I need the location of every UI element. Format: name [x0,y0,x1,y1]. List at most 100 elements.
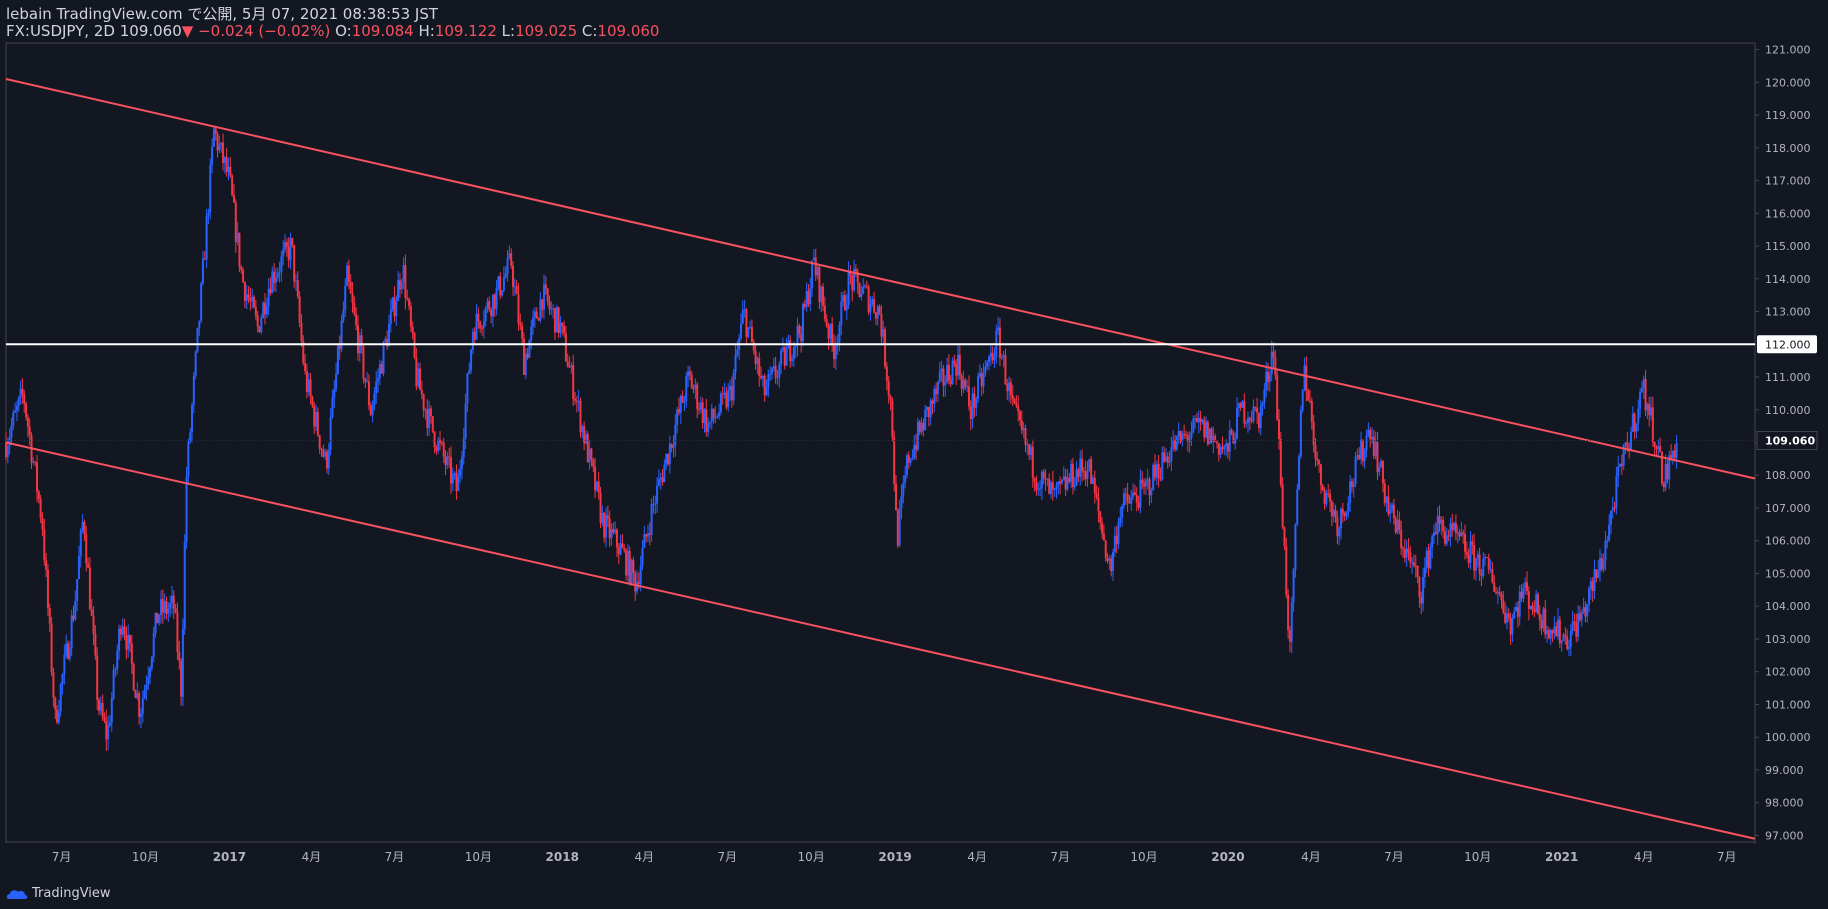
candle-body [1148,479,1151,496]
candle-body [54,697,57,710]
candle-body [491,294,494,317]
candle-body [1060,479,1063,484]
candle-body [1555,626,1558,637]
candle-body [1374,441,1377,457]
candle-body [101,702,104,718]
candle-body [116,651,119,669]
candle-body [969,406,972,420]
candle-body [1673,450,1676,458]
candle-body [623,548,626,551]
symbol-label: FX:USDJPY, 2D [6,22,115,40]
candle-body [1549,629,1552,639]
candle-body [389,309,392,324]
candle-body [1135,494,1138,503]
candle-body [440,442,443,444]
candle-body [417,368,420,387]
candle-body [885,366,888,381]
candle-body [242,270,245,283]
candle-body [734,355,737,373]
candle-body [1017,405,1020,412]
candle-body [1155,463,1158,478]
candle-body [486,301,489,308]
candle-body [1586,604,1589,617]
candle-body [827,325,830,339]
candle-body [617,547,620,555]
candle-body [522,338,525,375]
candle-body [1442,519,1445,532]
candle-body [1571,621,1574,632]
candle-body [1438,516,1441,524]
candle-body [816,267,819,276]
candle-body [1296,489,1299,525]
candle-body [1004,355,1007,385]
candle-body [1646,403,1649,411]
candle-body [641,547,644,567]
candle-body [515,286,518,295]
candle-body [154,612,157,634]
candle-body [1629,431,1632,451]
candle-body [160,599,163,615]
candle-body [1090,459,1093,484]
candle-body [845,305,848,311]
candle-body [382,342,385,374]
candle-body [530,326,533,341]
candle-body [1343,513,1346,517]
candle-body [1228,430,1231,452]
candle-body [583,426,586,444]
candle-body [521,325,524,339]
candle-body [386,338,389,347]
candle-body [1126,494,1129,502]
candle-body [347,265,350,282]
candle-body [212,128,215,147]
candle-body [834,345,837,360]
price-tick-label: 99.000 [1765,764,1804,777]
candle-body [1332,509,1335,517]
tradingview-brand[interactable]: TradingView [6,886,111,901]
candle-body [692,388,695,390]
candle-body [628,550,631,584]
candle-body [668,443,671,465]
candle-body [1482,558,1485,576]
candle-body [887,380,890,396]
candle-body [842,295,845,302]
candle-body [512,265,515,287]
candle-body [19,388,22,398]
candle-body [1635,423,1638,432]
candle-body [119,628,122,635]
candle-body [510,253,513,266]
candle-body [460,457,463,469]
candle-body [1050,482,1053,495]
time-tick-label: 10月 [1464,850,1491,864]
candle-body [936,381,939,395]
candle-body [457,476,460,492]
candle-body [973,393,976,408]
time-tick-label: 7月 [1050,850,1070,864]
candle-body [1104,540,1107,559]
candle-body [949,380,952,385]
candle-body [181,628,184,697]
candle-body [411,326,414,334]
candle-body [599,492,602,524]
candle-body [630,559,633,584]
candle-body [1288,630,1291,642]
candle-body [1318,460,1321,465]
candle-body [1234,439,1237,444]
candle-body [1015,403,1018,406]
candle-body [1174,439,1177,450]
candle-body [982,372,985,387]
candle-body [553,308,556,333]
candle-body [229,166,232,176]
candle-body [1381,460,1384,484]
candle-body [756,358,759,364]
candle-body [876,306,879,319]
candle-body [1606,540,1609,542]
candle-body [1367,429,1370,436]
candle-body [247,294,250,299]
candle-body [1119,517,1122,523]
candle-body [397,280,400,302]
candle-body [223,157,226,164]
candle-body [488,301,491,310]
candle-body [331,397,334,418]
candle-body [1206,421,1209,445]
